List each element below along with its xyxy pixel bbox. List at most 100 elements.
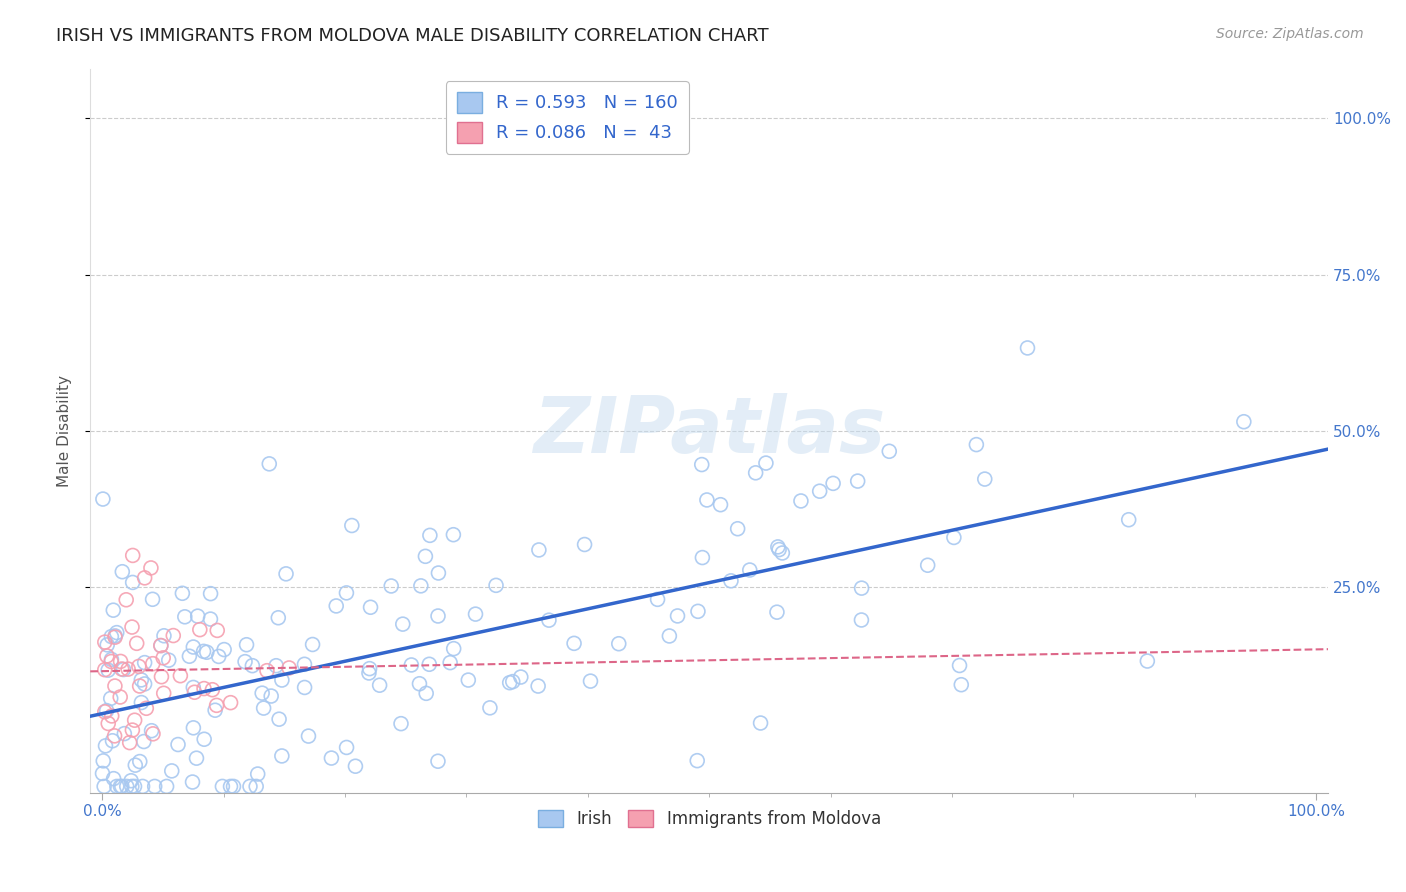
Point (427, 754, 450, 768)
Point (132, 734, 155, 748)
Point (205, 698, 228, 713)
Point (335, 586, 357, 600)
Point (128, 755, 150, 769)
Point (111, 565, 134, 579)
Point (1233, 415, 1256, 429)
Point (124, 758, 146, 772)
Point (104, 729, 127, 743)
Point (91, 491, 114, 506)
Point (267, 611, 290, 625)
Point (766, 605, 789, 619)
Point (153, 629, 176, 643)
Point (104, 679, 127, 693)
Point (96, 638, 118, 652)
Point (193, 644, 215, 658)
Point (766, 540, 789, 554)
Point (427, 566, 450, 580)
Point (207, 624, 229, 638)
Point (368, 678, 391, 692)
Point (181, 640, 204, 654)
Point (94, 739, 117, 753)
Point (690, 458, 713, 472)
Point (169, 669, 191, 683)
Point (181, 775, 204, 789)
Point (115, 592, 138, 607)
Point (418, 657, 440, 672)
Point (173, 609, 195, 624)
Point (108, 690, 131, 704)
Point (335, 740, 357, 755)
Point (808, 484, 831, 499)
Point (167, 738, 190, 752)
Point (111, 662, 134, 676)
Point (211, 780, 233, 794)
Point (1136, 654, 1159, 668)
Point (270, 748, 292, 763)
Point (93, 780, 115, 794)
Point (134, 571, 156, 585)
Point (120, 773, 142, 788)
Point (727, 522, 749, 536)
Point (142, 592, 165, 607)
Point (104, 629, 127, 643)
Point (104, 630, 127, 644)
Point (509, 670, 531, 684)
Point (131, 780, 153, 794)
Point (152, 686, 174, 700)
Text: IRISH VS IMMIGRANTS FROM MOLDOVA MALE DISABILITY CORRELATION CHART: IRISH VS IMMIGRANTS FROM MOLDOVA MALE DI… (56, 27, 769, 45)
Point (658, 629, 681, 643)
Point (135, 701, 157, 715)
Point (270, 673, 292, 687)
Point (301, 638, 323, 652)
Point (121, 780, 143, 794)
Point (156, 780, 179, 794)
Point (950, 678, 973, 692)
Point (574, 537, 596, 551)
Point (160, 764, 183, 778)
Point (121, 575, 143, 590)
Point (948, 658, 970, 673)
Point (464, 607, 486, 621)
Point (204, 703, 226, 717)
Point (389, 716, 412, 731)
Point (201, 682, 224, 697)
Point (647, 592, 669, 607)
Point (408, 677, 430, 691)
Point (112, 726, 135, 740)
Point (259, 457, 281, 471)
Point (208, 649, 231, 664)
Point (294, 657, 316, 672)
Point (239, 780, 262, 794)
Point (186, 751, 208, 765)
Point (749, 716, 772, 731)
Point (193, 681, 215, 696)
Point (121, 723, 143, 737)
Point (193, 732, 215, 747)
Point (537, 613, 560, 627)
Point (415, 686, 437, 700)
Point (100, 630, 122, 644)
Point (200, 587, 222, 601)
Point (260, 689, 283, 703)
Point (143, 780, 166, 794)
Point (115, 780, 138, 794)
Point (235, 638, 257, 652)
Point (325, 599, 347, 613)
Point (94, 705, 117, 719)
Point (131, 696, 153, 710)
Point (149, 639, 172, 653)
Point (142, 657, 165, 671)
Point (101, 733, 124, 747)
Point (134, 656, 156, 670)
Point (427, 609, 450, 624)
Point (686, 604, 709, 618)
Point (118, 736, 141, 750)
Point (245, 780, 267, 794)
Point (195, 645, 218, 659)
Point (124, 713, 146, 727)
Point (110, 655, 132, 669)
Point (183, 685, 205, 699)
Point (240, 658, 263, 673)
Point (162, 629, 184, 643)
Point (321, 751, 343, 765)
